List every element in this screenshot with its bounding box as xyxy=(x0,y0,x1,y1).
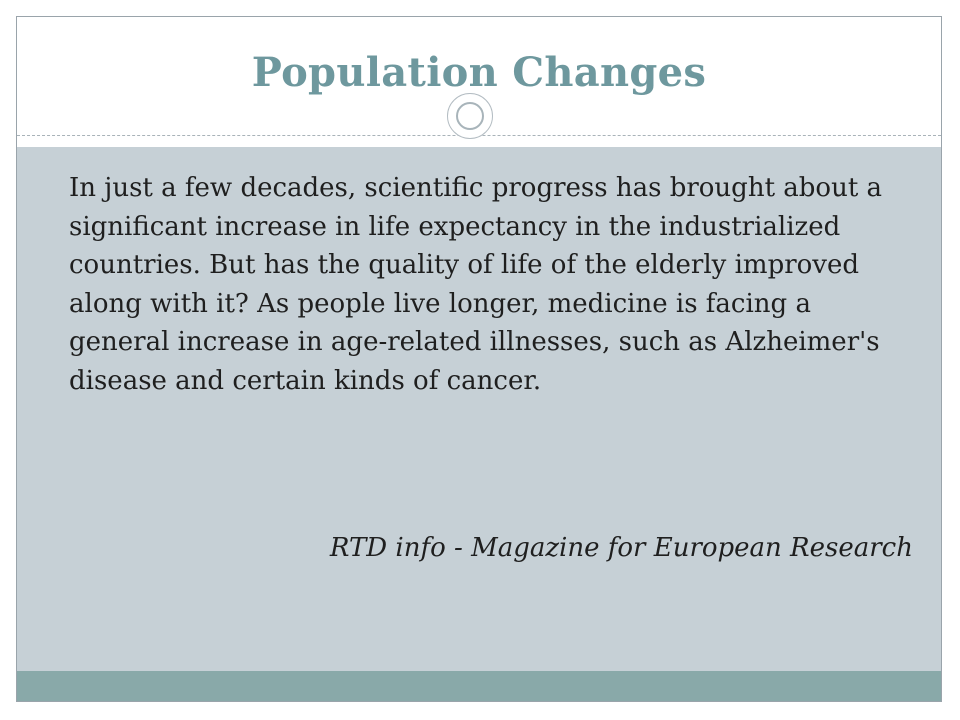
citation: RTD info - Magazine for European Researc… xyxy=(329,533,913,563)
body-text: In just a few decades, scientific progre… xyxy=(69,173,883,396)
slide-title: Population Changes xyxy=(251,49,707,96)
circle-ornament-icon xyxy=(447,93,493,139)
content-area: In just a few decades, scientific progre… xyxy=(17,147,941,671)
footer-band xyxy=(17,671,941,701)
circle-ornament-inner xyxy=(456,102,484,130)
